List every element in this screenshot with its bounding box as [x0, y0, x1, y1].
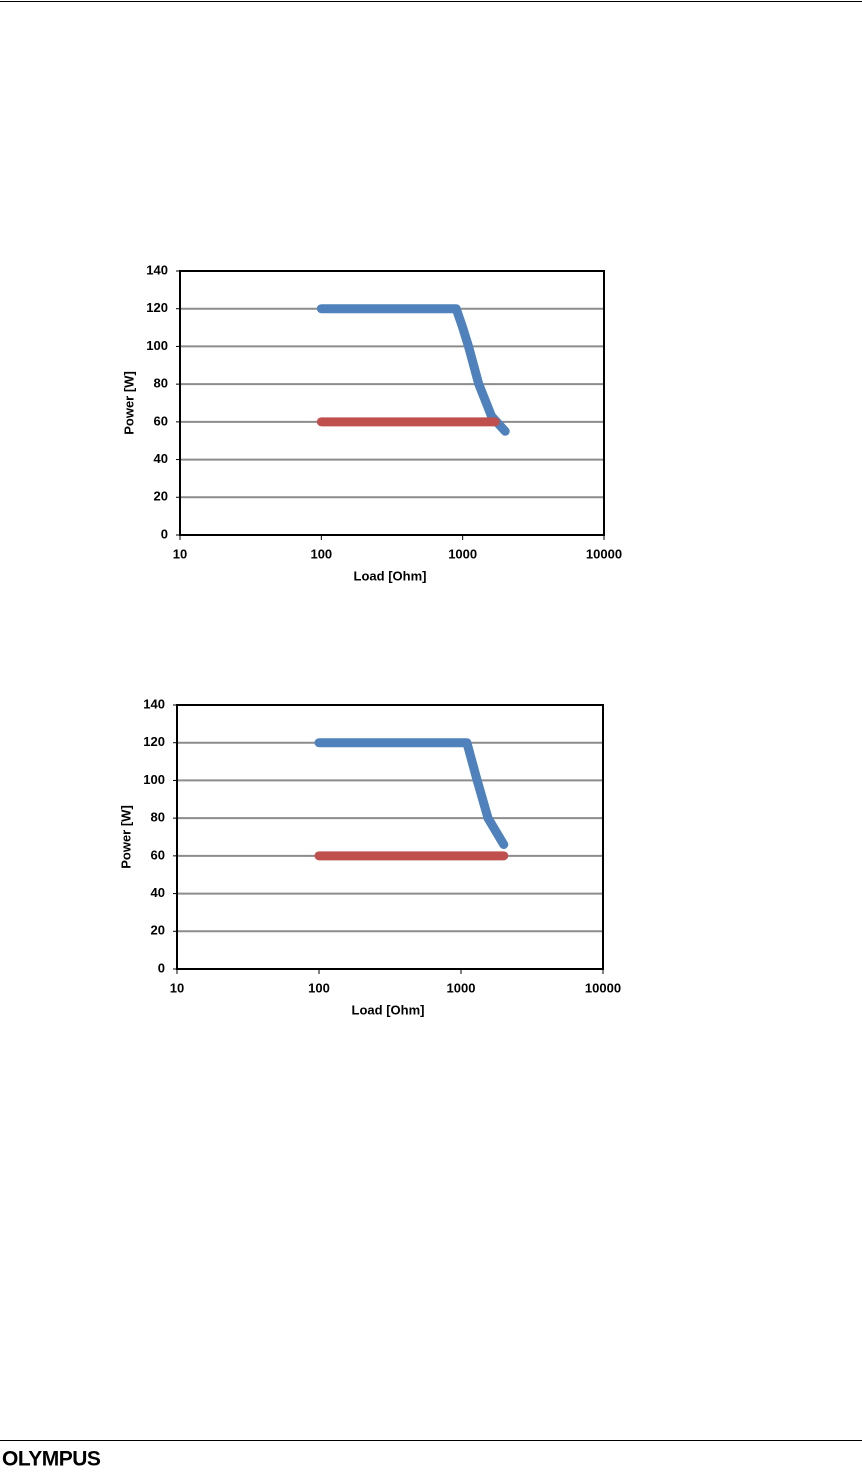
line-series — [314, 738, 509, 850]
y-tick-label: 40 — [151, 885, 165, 900]
plot-area — [180, 271, 604, 535]
y-axis-label: Power [W] — [118, 805, 133, 869]
y-tick-label: 100 — [146, 338, 168, 353]
x-axis-label: Load [Ohm] — [352, 1002, 425, 1017]
y-tick-label: 40 — [154, 451, 168, 466]
y-tick-label: 100 — [143, 772, 165, 787]
line-series — [316, 304, 510, 436]
y-tick-label: 80 — [154, 376, 168, 391]
y-tick-label: 120 — [143, 734, 165, 749]
x-tick-label: 100 — [308, 980, 330, 995]
plot-area — [177, 705, 603, 969]
plot-frame — [179, 270, 605, 536]
y-tick-label: 0 — [161, 526, 168, 541]
x-tick-label: 10 — [170, 980, 184, 995]
y-tick-label: 140 — [146, 262, 168, 277]
x-tick-label: 100 — [310, 546, 332, 561]
footer-logo: OLYMPUS — [2, 1448, 101, 1471]
x-tick-label: 10 — [173, 546, 187, 561]
x-tick-label: 1000 — [448, 546, 477, 561]
y-tick-label: 20 — [151, 923, 165, 938]
y-tick-label: 60 — [151, 847, 165, 862]
y-tick-label: 60 — [154, 413, 168, 428]
y-tick-label: 0 — [158, 960, 165, 975]
y-tick-label: 80 — [151, 810, 165, 825]
y-tick-label: 140 — [143, 696, 165, 711]
plot-frame — [176, 704, 604, 970]
y-tick-label: 20 — [154, 489, 168, 504]
x-axis-label: Load [Ohm] — [354, 568, 427, 583]
x-tick-label: 10000 — [585, 980, 621, 995]
y-tick-label: 120 — [146, 300, 168, 315]
x-tick-label: 1000 — [447, 980, 476, 995]
x-tick-label: 10000 — [586, 546, 622, 561]
y-axis-label: Power [W] — [121, 371, 136, 435]
